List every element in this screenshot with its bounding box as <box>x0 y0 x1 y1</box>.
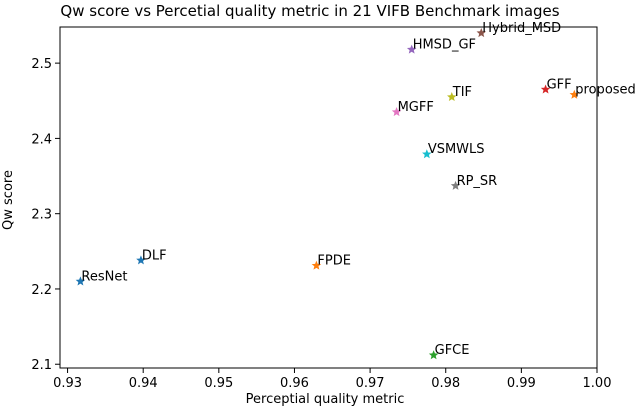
point-label: FPDE <box>317 254 351 269</box>
y-tick-label: 2.4 <box>31 132 52 147</box>
y-axis-label: Qw score <box>1 170 16 230</box>
plot-area <box>59 26 598 369</box>
data-point-vsmwls <box>422 149 432 159</box>
point-label: TIF <box>452 85 472 100</box>
data-point-proposed <box>569 89 580 99</box>
x-tick-label: 0.98 <box>431 376 460 391</box>
point-label: HMSD_GF <box>413 38 476 53</box>
data-point-hybrid-msd <box>476 28 487 38</box>
point-label: DLF <box>142 248 167 263</box>
point-label: Hybrid_MSD <box>482 21 561 36</box>
x-tick-label: 0.95 <box>204 376 233 391</box>
data-point-gff <box>540 84 551 94</box>
data-point-tif <box>447 92 457 102</box>
data-point-rp-sr <box>450 180 461 190</box>
y-tick-label: 2.5 <box>31 57 52 72</box>
x-tick-label: 0.94 <box>129 376 158 391</box>
y-tick-label: 2.2 <box>31 283 52 298</box>
point-label: VSMWLS <box>428 142 485 157</box>
data-point-hmsd-gf <box>406 44 417 54</box>
data-point-resnet <box>75 276 86 286</box>
point-label: RP_SR <box>457 174 498 189</box>
point-label: GFF <box>547 77 572 92</box>
x-tick-label: 0.96 <box>280 376 309 391</box>
x-tick-label: 0.97 <box>356 376 385 391</box>
x-axis: 0.93 0.94 0.95 0.96 0.97 0.98 0.99 1.00 <box>53 368 611 391</box>
data-point-dlf <box>136 255 146 265</box>
x-tick-label: 0.99 <box>507 376 536 391</box>
data-point-gfce <box>428 350 439 360</box>
point-label: proposed <box>575 83 636 98</box>
y-tick-label: 2.3 <box>31 208 52 223</box>
x-axis-label: Perceptial quality metric <box>246 392 405 407</box>
x-tick-label: 0.93 <box>53 376 82 391</box>
data-point-mgff <box>391 107 402 117</box>
x-tick-label: 1.00 <box>583 376 612 391</box>
data-points: ResNet DLF FPDE GFCE Hybrid_MSD HMSD_GF TIF MGF… <box>75 21 636 360</box>
point-label: ResNet <box>81 269 127 284</box>
point-label: GFCE <box>435 343 470 358</box>
chart-title: Qw score vs Percetial quality metric in … <box>60 2 559 20</box>
data-point-fpde <box>311 260 322 270</box>
point-label: MGFF <box>398 100 434 115</box>
y-tick-label: 2.1 <box>31 358 52 373</box>
y-axis: 2.1 2.2 2.3 2.4 2.5 <box>31 57 60 373</box>
